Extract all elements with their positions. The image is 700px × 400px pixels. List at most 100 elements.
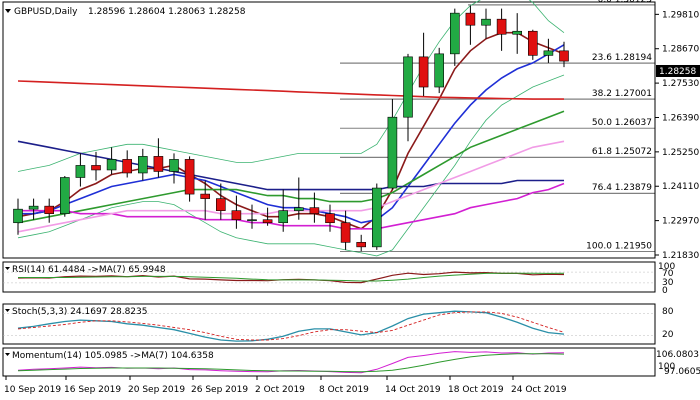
- candlesticks: [13, 5, 569, 252]
- candle-body: [403, 56, 413, 118]
- candle-body: [496, 18, 507, 35]
- time-tick-label: 8 Oct 2019: [319, 385, 369, 395]
- price-tick-label: 1.22970: [662, 217, 699, 227]
- header: GBPUSD,Daily 1.28596 1.28604 1.28063 1.2…: [5, 7, 246, 17]
- svg-text:70: 70: [662, 269, 674, 279]
- candle-body: [91, 165, 101, 171]
- candle-body: [559, 50, 569, 62]
- candle-body: [106, 159, 117, 171]
- candle-body: [153, 156, 164, 172]
- dropdown-triangle-icon[interactable]: [5, 267, 10, 270]
- rsi-ma-line: [18, 272, 565, 282]
- price-tick-label: 1.25250: [662, 148, 699, 158]
- svg-text:100: 100: [658, 362, 675, 372]
- stoch-d-line: [17, 311, 565, 341]
- candle-body: [138, 156, 148, 174]
- momentum-axis: 106.0803 100 97.0605: [656, 350, 700, 377]
- candle-body: [200, 193, 210, 199]
- time-tick-label: 10 Sep 2019: [4, 385, 61, 395]
- ohlc-values: 1.28596 1.28604 1.28063 1.28258: [88, 7, 246, 17]
- time-tick-label: 20 Sep 2019: [128, 385, 185, 395]
- time-tick-label: 18 Oct 2019: [448, 385, 504, 395]
- candle-body: [512, 30, 523, 35]
- rsi-panel: [2, 261, 656, 293]
- overlay-sma_red: [17, 80, 564, 100]
- stoch-label: Stoch(5,3,3) 24.1697 28.8235: [12, 307, 147, 317]
- svg-text:0: 0: [662, 286, 668, 296]
- svg-text:30: 30: [662, 278, 674, 288]
- time-tick-label: 24 Oct 2019: [511, 385, 567, 395]
- main-price-panel: [2, 1, 656, 259]
- candle-body: [278, 210, 289, 224]
- candle-body: [387, 116, 398, 189]
- time-tick-label: 2 Oct 2019: [255, 385, 305, 395]
- price-axis: 1.29810 1.28670 1.27530 1.26390 1.25250 1.241…: [655, 10, 699, 261]
- candle-body: [59, 177, 70, 214]
- symbol-label: GBPUSD,Daily: [14, 7, 78, 17]
- momentum-ma-line: [17, 353, 565, 373]
- stoch-panel: [2, 303, 656, 345]
- current-price-box: 1.28258: [656, 65, 700, 77]
- fib-label: 61.8 1.25072: [592, 147, 652, 157]
- dropdown-triangle-icon[interactable]: [5, 309, 10, 312]
- candle-body: [434, 53, 445, 88]
- moving-average-overlays: [17, 0, 565, 257]
- dropdown-triangle-icon[interactable]: [5, 353, 10, 356]
- svg-text:1.28258: 1.28258: [659, 67, 696, 77]
- candle-body: [325, 213, 335, 224]
- dropdown-triangle-icon[interactable]: [5, 9, 11, 13]
- price-tick-label: 1.28670: [662, 45, 699, 55]
- candle-body: [465, 12, 476, 26]
- candle-body: [122, 159, 132, 174]
- svg-text:97.0605: 97.0605: [664, 367, 700, 377]
- overlay-sma_green: [17, 110, 565, 224]
- rsi-label: RSI(14) 61.4484 ->MA(7) 65.9948: [12, 265, 166, 275]
- candle-body: [231, 210, 242, 221]
- candle-body: [309, 207, 320, 214]
- candle-body: [543, 50, 554, 56]
- fib-label: 50.0 1.26037: [592, 118, 652, 128]
- price-tick-label: 1.29810: [662, 10, 699, 20]
- indicator-lines: [3, 271, 655, 374]
- rsi-axis: 100 70 30 0: [658, 262, 675, 296]
- candle-body: [75, 165, 86, 178]
- candle-body: [293, 207, 304, 211]
- overlay-bb_upper: [17, 0, 565, 172]
- time-tick-label: 16 Sep 2019: [64, 385, 121, 395]
- svg-text:20: 20: [662, 330, 674, 340]
- fib-label: 38.2 1.27001: [592, 89, 652, 99]
- candle-body: [216, 198, 226, 211]
- svg-text:80: 80: [662, 307, 674, 317]
- candle-body: [449, 12, 460, 55]
- fib-label: 23.6 1.28194: [592, 53, 652, 63]
- stoch-axis: 80 20: [662, 307, 674, 340]
- overlay-sma_pink: [17, 140, 565, 233]
- candle-body: [184, 159, 195, 195]
- fib-label: 76.4 1.23879: [592, 183, 652, 193]
- time-tick-label: 26 Sep 2019: [191, 385, 248, 395]
- overlay-ema_mid: [18, 44, 565, 224]
- candle-body: [481, 18, 491, 26]
- candle-body: [169, 159, 179, 172]
- time-tick-label: 14 Oct 2019: [385, 385, 441, 395]
- candle-body: [527, 30, 538, 56]
- overlay-sma_navy: [17, 140, 564, 191]
- candle-body: [371, 187, 382, 248]
- panel-labels: RSI(14) 61.4484 ->MA(7) 65.9948 Stoch(5,…: [5, 265, 214, 361]
- candle-body: [262, 219, 273, 224]
- overlay-ema_fast: [17, 31, 565, 230]
- candle-body: [28, 205, 39, 210]
- overlay-bb_lower: [17, 74, 565, 257]
- time-axis: 10 Sep 2019 16 Sep 2019 20 Sep 2019 26 Sep …: [4, 376, 567, 395]
- price-tick-label: 1.21830: [662, 251, 699, 261]
- candle-body: [418, 56, 429, 88]
- svg-text:106.0803: 106.0803: [656, 350, 699, 360]
- candle-body: [247, 219, 257, 222]
- fib-label: 100.0 1.21950: [586, 241, 652, 251]
- price-tick-label: 1.27530: [662, 79, 699, 89]
- price-tick-label: 1.26390: [662, 113, 699, 123]
- candle-body: [13, 208, 23, 224]
- candle-body: [44, 205, 55, 214]
- price-tick-label: 1.24110: [662, 182, 699, 192]
